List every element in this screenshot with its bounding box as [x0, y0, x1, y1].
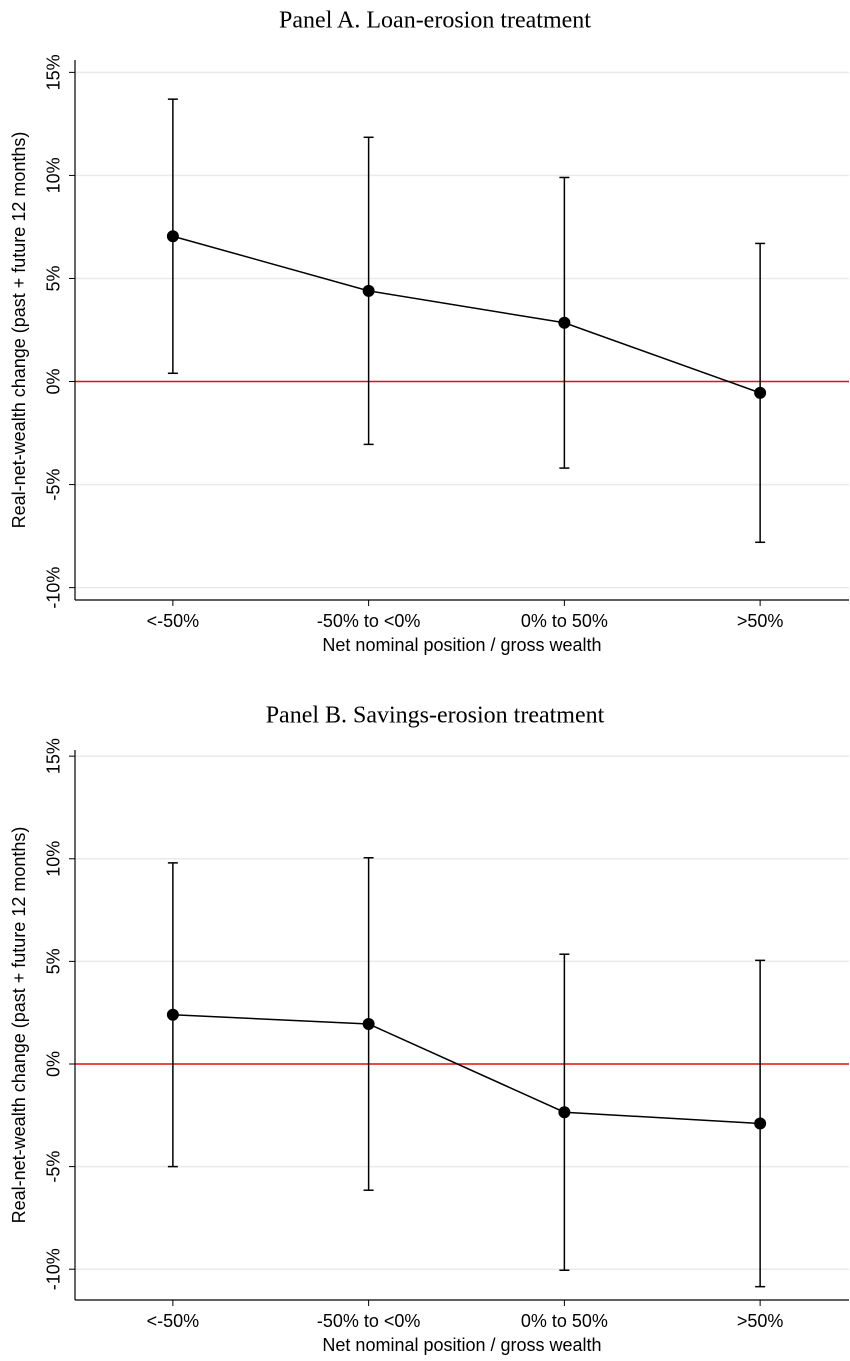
y-tick-label: 0%: [44, 1051, 64, 1077]
y-tick-label: 5%: [44, 948, 64, 974]
x-tick-label: <-50%: [147, 1311, 200, 1331]
data-point: [558, 1106, 571, 1119]
x-tick-label: 0% to 50%: [521, 1311, 608, 1331]
chart-title: Panel B. Savings-erosion treatment: [266, 703, 605, 729]
x-axis-title: Net nominal position / gross wealth: [322, 1335, 601, 1355]
y-tick-label: 0%: [44, 369, 64, 395]
x-axis-title: Net nominal position / gross wealth: [322, 635, 601, 655]
x-tick-label: >50%: [737, 1311, 784, 1331]
chart: Panel A. Loan-erosion treatment -10% -5% 0%…: [9, 8, 849, 655]
y-tick-label: 15%: [44, 54, 64, 90]
x-tick-label: >50%: [737, 611, 784, 631]
y-axis-title: Real-net-wealth change (past + future 12…: [9, 132, 29, 529]
data-point: [754, 1117, 767, 1130]
x-tick-label: -50% to <0%: [317, 1311, 421, 1331]
chart-title: Panel A. Loan-erosion treatment: [279, 8, 591, 34]
y-tick-label: -5%: [44, 469, 64, 501]
chart: Panel B. Savings-erosion treatment -10% -5…: [9, 703, 849, 1355]
data-point: [558, 316, 571, 329]
y-tick-label: -10%: [44, 1248, 64, 1290]
x-tick-label: <-50%: [147, 611, 200, 631]
y-tick-label: 10%: [44, 841, 64, 877]
data-point: [754, 386, 767, 399]
data-point: [166, 1008, 179, 1021]
data-line: [172, 1013, 761, 1125]
data-line: [172, 235, 761, 394]
y-tick-label: 15%: [44, 738, 64, 774]
y-tick-label: -5%: [44, 1151, 64, 1183]
data-point: [362, 1017, 375, 1030]
y-axis-title: Real-net-wealth change (past + future 12…: [9, 827, 29, 1224]
data-point: [362, 284, 375, 297]
data-point: [166, 230, 179, 243]
y-tick-label: -10%: [44, 567, 64, 609]
y-tick-label: 5%: [44, 265, 64, 291]
x-tick-label: -50% to <0%: [317, 611, 421, 631]
x-tick-label: 0% to 50%: [521, 611, 608, 631]
y-tick-label: 10%: [44, 157, 64, 193]
